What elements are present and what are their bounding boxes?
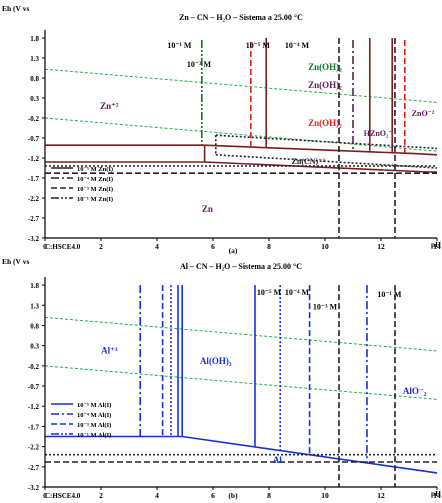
panel-b-xtick-label-5: 10 [321,491,329,500]
panel-a-annotation-10: Zn(CN)⁻² [292,157,326,166]
panel-b-annotation-3: 10⁻⁴ M [285,288,310,297]
panel-a-annotation-7: HZnO₂⁻ [364,129,393,138]
panel-b-ytick-label-5: -0.7 [28,383,40,391]
panel-b-xtick-label-2: 4 [155,491,159,500]
panel-b-water-line-1 [44,365,438,400]
panel-a-annotation-5: Zn(OH)₂ [308,62,342,72]
panel-a-annotation-8: ZnO⁻² [412,109,435,118]
panel-a-annotation-9: Zn(OH)₂ [308,118,342,128]
panel-a-legend-label-0: 10⁻⁵ M Zn(I) [77,166,113,173]
panel-b-legend-label-3: 10⁻¹ M Al(I) [77,432,111,439]
panel-b-ytick-label-2: 0.8 [30,322,39,330]
panel-b-ytick-label-3: 0.3 [30,343,39,351]
panel-a-caption: (a) [229,246,238,255]
panel-b-annotation-5: 10⁻¹ M [377,290,402,299]
panel-a-ytick-label-10: -3.2 [28,235,40,243]
panel-b-ytick-label-1: 1.3 [30,302,39,310]
panel-a-annotation-0: Zn⁺² [100,101,119,111]
panel-a-xtick-label-7: 14 [433,242,441,251]
panel-b-xtick-label-3: 6 [211,491,215,500]
panel-a-annotation-3: 10⁻⁵ M [246,41,271,50]
panel-b-legend-label-1: 10⁻⁴ M Al(I) [77,412,111,419]
panel-b-xtick-label-4: 8 [267,491,271,500]
panel-a-ylabel: Eh (V vs [2,4,29,13]
panel-b-xtick-label-6: 12 [377,491,385,500]
panel-a-ytick-label-4: -0.2 [28,115,40,123]
panel-b-annotation-4: 10⁻³ M [313,302,338,311]
panel-a-xlabel: pH [431,240,441,249]
panel-b-ytick-label-4: -0.2 [28,363,40,371]
panel-b-annotation-7: Al [273,455,282,465]
panel-a-series-11 [215,154,438,169]
panel-a-legend-label-2: 10⁻³ M Zn(I) [77,186,113,193]
panel-b-ytick-label-10: -3.2 [28,484,40,492]
panel-a-legend-label-3: 10⁻¹ M Zn(I) [77,196,113,203]
panel-a-series-2 [45,161,437,173]
panel-a-ytick-label-2: 0.8 [30,75,39,83]
panel-a-ytick-label-7: -1.7 [28,175,40,183]
panel-b-title: Al – CN – H₂O – Sistema a 25.00 °C [180,262,302,271]
panel-a-ytick-label-8: -2.2 [28,195,40,203]
panel-b-xtick-label-7: 14 [433,491,441,500]
panel-b-xlabel: pH [431,489,441,498]
panel-b-ytick-label-0: 1.8 [30,282,39,290]
panel-a-title: Zn – CN – H₂O – Sistema a 25.00 °C [179,13,303,22]
panel-a-footer: C:HSCE4.0 [45,243,81,251]
panel-b-annotation-1: Al(OH)₃ [200,356,232,366]
panel-b-ytick-label-6: -1.2 [28,403,40,411]
panel-a-series-10 [215,134,438,150]
panel-b-annotation-2: 10⁻⁵ M [257,288,282,297]
panel-a-ytick-label-9: -2.7 [28,215,40,223]
panel-a-ytick-label-0: 1.8 [30,35,39,43]
panel-b-annotation-0: Al⁺³ [101,346,118,356]
panel-a-annotation-2: 10⁻³ M [187,60,212,69]
panel-b-ytick-label-7: -1.7 [28,423,40,431]
panel-b-xtick-label-1: 2 [99,491,103,500]
panel-b-xtick-label-0: 0 [43,491,47,500]
panel-b-water-line-0 [44,316,438,352]
panel-b-caption: (b) [228,491,238,500]
panel-a-ytick-label-3: 0.3 [30,95,39,103]
panel-a-annotation-6: Zn(OH)₂ [308,80,342,90]
panel-a-xtick-label-2: 4 [155,242,159,251]
panel-b-footer: C:HSCE4.0 [45,492,81,500]
panel-a-series-0 [45,144,438,156]
panel-a-water-line-1 [44,117,438,152]
panel-b-ytick-label-8: -2.2 [28,444,40,452]
panel-a-xtick-label-0: 0 [43,242,47,251]
panel-a-legend-label-1: 10⁻⁴ M Zn(I) [77,176,113,183]
panel-a-annotation-1: 10⁻¹ M [167,41,192,50]
panel-a-water-line-0 [44,68,438,103]
panel-a-xtick-label-5: 10 [321,242,329,251]
panel-a-xtick-label-4: 8 [267,242,271,251]
panel-b-ylabel: Eh (V vs [2,257,29,266]
panel-a-ytick-label-1: 1.3 [30,55,39,63]
panel-a-annotation-11: Zn [202,204,213,214]
panel-a-ytick-label-5: -0.7 [28,135,40,143]
panel-b-legend-label-0: 10⁻⁵ M Al(I) [77,402,111,409]
panel-a-ytick-label-6: -1.2 [28,155,40,163]
panel-a-xtick-label-1: 2 [99,242,103,251]
panel-b-annotation-6: AlO⁻₂ [403,386,427,396]
panel-a-xtick-label-3: 6 [211,242,215,251]
panel-b-ytick-label-9: -2.7 [28,464,40,472]
panel-b-legend-label-2: 10⁻³ M Al(I) [77,422,111,429]
panel-a-annotation-4: 10⁻⁴ M [285,41,310,50]
panel-a-xtick-label-6: 12 [377,242,385,251]
